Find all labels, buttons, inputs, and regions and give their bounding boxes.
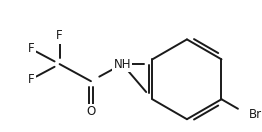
Text: O: O — [86, 105, 96, 118]
Text: F: F — [56, 29, 63, 42]
Text: Br: Br — [249, 108, 262, 121]
Text: NH: NH — [113, 58, 131, 71]
Text: F: F — [28, 73, 34, 86]
Text: F: F — [28, 42, 34, 55]
